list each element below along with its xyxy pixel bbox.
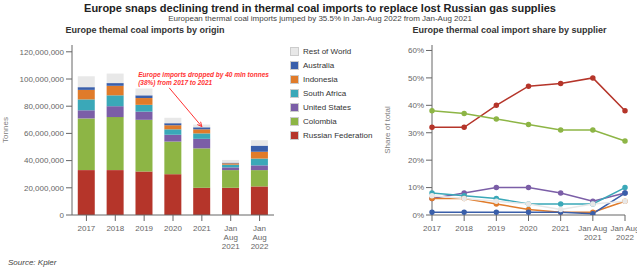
html-text:Colombia: Colombia bbox=[303, 117, 337, 126]
svg-text:50%: 50% bbox=[408, 74, 424, 83]
svg-text:10%: 10% bbox=[408, 183, 424, 192]
svg-text:Jan Aug2022: Jan Aug2022 bbox=[611, 224, 632, 242]
svg-text:0: 0 bbox=[60, 211, 65, 220]
html-text:Russian Federation: Russian Federation bbox=[303, 131, 373, 140]
svg-text:2020: 2020 bbox=[520, 224, 538, 233]
svg-text:100,000,000: 100,000,000 bbox=[20, 75, 65, 84]
svg-text:2019: 2019 bbox=[487, 224, 505, 233]
svg-text:20%: 20% bbox=[408, 156, 424, 165]
html-text:Europe thermal coal import sha: Europe thermal coal import share by supp… bbox=[412, 25, 607, 35]
svg-text:60%: 60% bbox=[408, 46, 424, 55]
svg-text:2018: 2018 bbox=[455, 224, 473, 233]
html-text:Europe snaps declining trend i: Europe snaps declining trend in thermal … bbox=[84, 2, 556, 14]
html-text:United States: United States bbox=[303, 103, 351, 112]
html-text:Australia: Australia bbox=[303, 61, 335, 70]
svg-text:120,000,000: 120,000,000 bbox=[20, 48, 65, 57]
html-text:Indonesia: Indonesia bbox=[303, 75, 338, 84]
svg-text:20,000,000: 20,000,000 bbox=[24, 184, 65, 193]
svg-text:JanAug2021: JanAug2021 bbox=[222, 224, 240, 249]
svg-text:2021: 2021 bbox=[552, 224, 570, 233]
svg-text:Tonnes: Tonnes bbox=[8, 117, 10, 143]
svg-text:JanAug2022: JanAug2022 bbox=[251, 224, 269, 249]
svg-text:2018: 2018 bbox=[106, 224, 124, 233]
svg-text:2017: 2017 bbox=[423, 224, 441, 233]
svg-text:30%: 30% bbox=[408, 129, 424, 138]
svg-text:Jan Aug2021: Jan Aug2021 bbox=[578, 224, 607, 242]
svg-text:2017: 2017 bbox=[78, 224, 96, 233]
svg-text:60,000,000: 60,000,000 bbox=[24, 129, 65, 138]
svg-text:0%: 0% bbox=[412, 211, 424, 220]
html-text:Europe themal coal imports by: Europe themal coal imports by origin bbox=[65, 25, 225, 35]
html-text:Rest of World: Rest of World bbox=[303, 47, 352, 56]
svg-text:2020: 2020 bbox=[164, 224, 182, 233]
svg-text:2019: 2019 bbox=[135, 224, 153, 233]
html-text:South Africa: South Africa bbox=[303, 89, 347, 98]
svg-text:2021: 2021 bbox=[193, 224, 211, 233]
svg-text:40%: 40% bbox=[408, 101, 424, 110]
svg-text:40,000,000: 40,000,000 bbox=[24, 156, 65, 165]
svg-text:Europe imports dropped by 40 m: Europe imports dropped by 40 mln tonnes(… bbox=[138, 71, 269, 87]
html-text:European thermal coal imports: European thermal coal imports jumped by … bbox=[168, 14, 472, 23]
svg-text:80,000,000: 80,000,000 bbox=[24, 102, 65, 111]
html-text:Source: Kpler: Source: Kpler bbox=[8, 258, 57, 267]
svg-text:Share of total: Share of total bbox=[383, 106, 392, 154]
